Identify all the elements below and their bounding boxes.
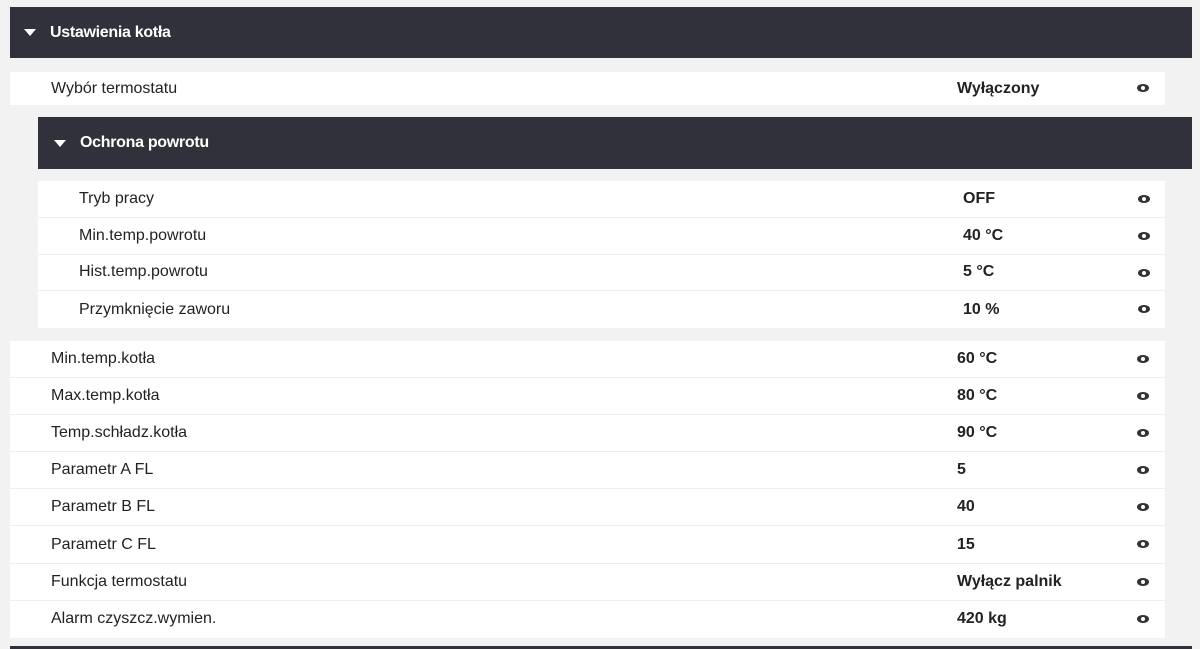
setting-value: 15 [957, 535, 975, 553]
eye-icon[interactable] [1137, 466, 1149, 475]
setting-row[interactable]: Tryb pracy OFF [38, 181, 1165, 218]
setting-row[interactable]: Max.temp.kotła 80 °C [10, 378, 1165, 416]
caret-down-icon [24, 29, 36, 36]
setting-value: 5 °C [963, 263, 995, 281]
setting-value: 40 °C [963, 226, 1004, 244]
setting-label: Parametr A FL [51, 461, 154, 479]
setting-row[interactable]: Temp.schładz.kotła 90 °C [10, 415, 1165, 453]
setting-label: Alarm czyszcz.wymien. [51, 610, 217, 628]
setting-row[interactable]: Parametr B FL 40 [10, 489, 1165, 527]
subsection-title: Ochrona powrotu [80, 134, 209, 151]
setting-value: 40 [957, 498, 975, 516]
setting-row[interactable]: Alarm czyszcz.wymien. 420 kg [10, 601, 1165, 638]
main-rows: Min.temp.kotła 60 °C Max.temp.kotła 80 °C Te… [10, 341, 1165, 638]
eye-icon[interactable] [1137, 84, 1149, 92]
setting-label: Temp.schładz.kotła [51, 424, 188, 442]
setting-label: Parametr B FL [51, 498, 156, 516]
eye-icon[interactable] [1137, 355, 1149, 363]
setting-value: Wyłącz palnik [957, 572, 1062, 590]
setting-row[interactable]: Min.temp.kotła 60 °C [10, 341, 1165, 379]
setting-value: 90 °C [957, 424, 998, 442]
next-section-header[interactable] [10, 646, 1192, 649]
setting-row[interactable]: Hist.temp.powrotu 5 °C [38, 255, 1165, 292]
section-header-ochrona-powrotu[interactable]: Ochrona powrotu [38, 117, 1192, 169]
setting-value: 10 % [963, 300, 1000, 318]
eye-icon[interactable] [1138, 305, 1150, 314]
eye-icon[interactable] [1138, 268, 1150, 277]
setting-label: Wybór termostatu [51, 79, 178, 97]
setting-row[interactable]: Przymknięcie zaworu 10 % [38, 291, 1165, 328]
eye-icon[interactable] [1137, 540, 1149, 549]
setting-label: Min.temp.powrotu [79, 226, 207, 244]
caret-down-icon [54, 139, 66, 147]
eye-icon[interactable] [1137, 503, 1149, 512]
section-title: Ustawienia kotła [50, 23, 171, 41]
setting-row[interactable]: Wybór termostatu Wyłączony [10, 72, 1165, 105]
setting-value: Wyłączony [957, 79, 1040, 97]
setting-row[interactable]: Parametr C FL 15 [10, 526, 1165, 564]
eye-icon[interactable] [1138, 231, 1150, 240]
setting-label: Min.temp.kotła [51, 350, 156, 368]
section-header-ustawienia-kotla[interactable]: Ustawienia kotła [10, 7, 1192, 58]
setting-row[interactable]: Min.temp.powrotu 40 °C [38, 218, 1165, 255]
eye-icon[interactable] [1137, 577, 1149, 586]
setting-row[interactable]: Funkcja termostatu Wyłącz palnik [10, 564, 1165, 601]
setting-label: Max.temp.kotła [51, 387, 160, 405]
setting-label: Funkcja termostatu [51, 572, 188, 590]
eye-icon[interactable] [1137, 392, 1149, 401]
setting-label: Tryb pracy [79, 189, 154, 207]
setting-value: OFF [963, 189, 995, 207]
eye-icon[interactable] [1137, 429, 1149, 438]
top-rows: Wybór termostatu Wyłączony [10, 72, 1165, 105]
subsection-rows: Tryb pracy OFF Min.temp.powrotu 40 °C Hist.t… [38, 181, 1165, 328]
eye-icon[interactable] [1138, 195, 1150, 203]
setting-value: 80 °C [957, 387, 998, 405]
eye-icon[interactable] [1137, 614, 1149, 623]
setting-label: Hist.temp.powrotu [79, 263, 208, 281]
setting-value: 60 °C [957, 350, 998, 368]
setting-value: 420 kg [957, 610, 1007, 628]
setting-row[interactable]: Parametr A FL 5 [10, 452, 1165, 490]
setting-label: Parametr C FL [51, 535, 156, 553]
setting-value: 5 [957, 461, 966, 479]
setting-label: Przymknięcie zaworu [79, 300, 231, 318]
